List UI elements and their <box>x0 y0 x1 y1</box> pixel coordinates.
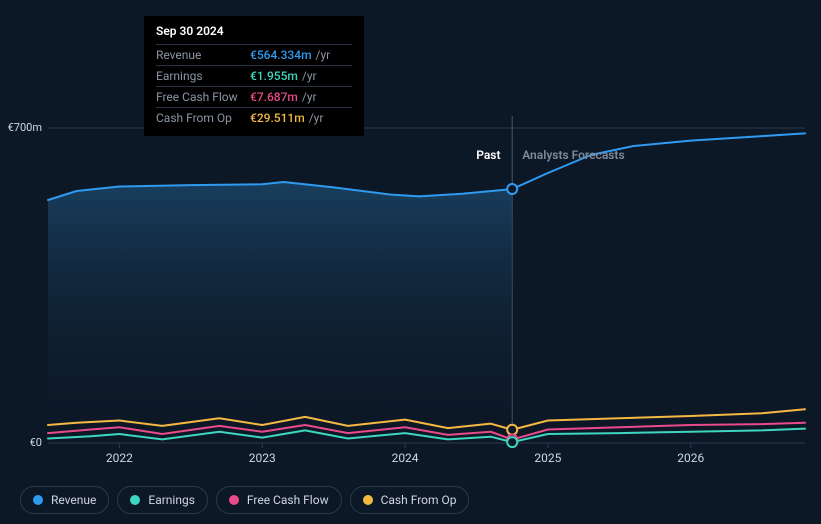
legend-item[interactable]: Earnings <box>117 486 208 514</box>
tooltip-row: Earnings€1.955m/yr <box>156 65 352 86</box>
tooltip-row-value: €7.687m <box>250 90 298 104</box>
legend-item-label: Free Cash Flow <box>247 493 329 507</box>
marker-cash_from_op <box>507 425 517 435</box>
legend-item[interactable]: Free Cash Flow <box>216 486 342 514</box>
legend: Revenue Earnings Free Cash Flow Cash From O… <box>20 486 469 514</box>
tooltip-date: Sep 30 2024 <box>156 24 352 38</box>
tooltip: Sep 30 2024 Revenue€564.334m/yrEarnings€… <box>144 16 364 136</box>
chart-container: Sep 30 2024 Revenue€564.334m/yrEarnings€… <box>0 0 821 524</box>
tooltip-row-unit: /yr <box>302 90 317 104</box>
tooltip-row-label: Free Cash Flow <box>156 90 250 104</box>
marker-revenue <box>507 184 517 194</box>
tooltip-rows: Revenue€564.334m/yrEarnings€1.955m/yrFre… <box>156 44 352 128</box>
tooltip-row-unit: /yr <box>302 69 317 83</box>
chart-svg <box>0 0 821 524</box>
legend-dot-icon <box>130 495 140 505</box>
x-tick-label: 2022 <box>106 451 133 465</box>
y-tick-label: €700m <box>8 121 42 134</box>
tooltip-row-label: Cash From Op <box>156 111 250 125</box>
y-tick-label: €0 <box>30 436 42 449</box>
legend-item[interactable]: Revenue <box>20 486 109 514</box>
tooltip-row-value: €1.955m <box>250 69 298 83</box>
area-revenue <box>48 182 512 443</box>
legend-item-label: Earnings <box>148 493 195 507</box>
tooltip-row-value: €564.334m <box>250 48 312 62</box>
x-tick-label: 2023 <box>249 451 276 465</box>
x-tick-label: 2025 <box>534 451 561 465</box>
legend-dot-icon <box>33 495 43 505</box>
legend-dot-icon <box>363 495 373 505</box>
legend-item-label: Revenue <box>51 493 96 507</box>
past-label: Past <box>476 148 500 162</box>
legend-item-label: Cash From Op <box>381 493 457 507</box>
tooltip-row-unit: /yr <box>309 111 324 125</box>
legend-dot-icon <box>229 495 239 505</box>
tooltip-row: Free Cash Flow€7.687m/yr <box>156 86 352 107</box>
tooltip-row: Cash From Op€29.511m/yr <box>156 107 352 128</box>
legend-item[interactable]: Cash From Op <box>350 486 470 514</box>
tooltip-row-unit: /yr <box>316 48 331 62</box>
tooltip-row: Revenue€564.334m/yr <box>156 44 352 65</box>
forecast-label: Analysts Forecasts <box>522 148 624 162</box>
x-tick-label: 2026 <box>677 451 704 465</box>
tooltip-row-label: Earnings <box>156 69 250 83</box>
x-tick-label: 2024 <box>392 451 419 465</box>
marker-earnings <box>507 437 517 447</box>
tooltip-row-value: €29.511m <box>250 111 305 125</box>
tooltip-row-label: Revenue <box>156 48 250 62</box>
